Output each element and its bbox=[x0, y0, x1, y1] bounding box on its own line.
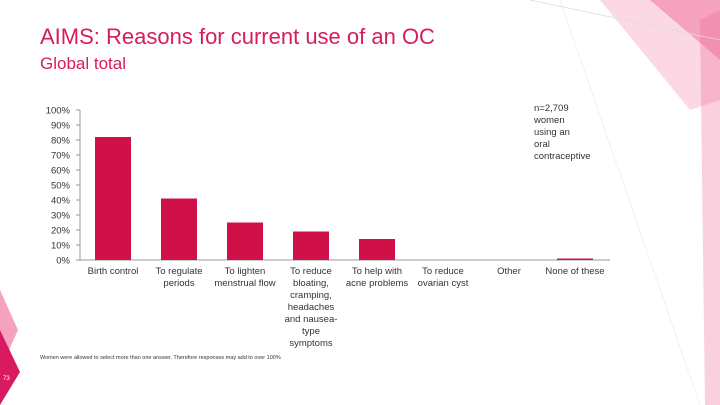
y-tick-label: 10% bbox=[51, 241, 71, 252]
x-tick-label: Other bbox=[497, 266, 521, 277]
bar bbox=[161, 198, 197, 260]
x-tick-label: To reduce ovarian cyst bbox=[418, 266, 469, 289]
x-tick-label: Birth control bbox=[88, 266, 139, 277]
x-tick-label: To help with acne problems bbox=[346, 266, 409, 289]
y-tick-label: 0% bbox=[56, 256, 70, 267]
bar bbox=[557, 258, 593, 260]
y-tick-label: 70% bbox=[51, 151, 71, 162]
y-tick-label: 60% bbox=[51, 166, 71, 177]
x-tick-label: None of these bbox=[545, 266, 604, 277]
y-tick-label: 20% bbox=[51, 226, 71, 237]
slide-title: AIMS: Reasons for current use of an OC bbox=[40, 24, 435, 49]
y-tick-label: 40% bbox=[51, 196, 71, 207]
footnote: Women were allowed to select more than o… bbox=[40, 355, 281, 361]
y-tick-label: 30% bbox=[51, 211, 71, 222]
y-tick-label: 90% bbox=[51, 121, 71, 132]
bar bbox=[95, 137, 131, 260]
bar bbox=[359, 239, 395, 260]
sample-size-note: n=2,709 women using an oral contraceptiv… bbox=[534, 103, 591, 162]
slide-subtitle: Global total bbox=[40, 54, 126, 73]
y-tick-label: 100% bbox=[46, 106, 71, 117]
x-tick-label: To lighten menstrual flow bbox=[214, 266, 275, 289]
bar bbox=[227, 222, 263, 260]
x-tick-label: To regulate periods bbox=[155, 266, 202, 289]
page-number: 73 bbox=[3, 376, 10, 382]
bar bbox=[293, 231, 329, 260]
y-tick-label: 80% bbox=[51, 136, 71, 147]
y-tick-label: 50% bbox=[51, 181, 71, 192]
x-tick-label: To reduce bloating, cramping, headaches and … bbox=[285, 266, 338, 349]
